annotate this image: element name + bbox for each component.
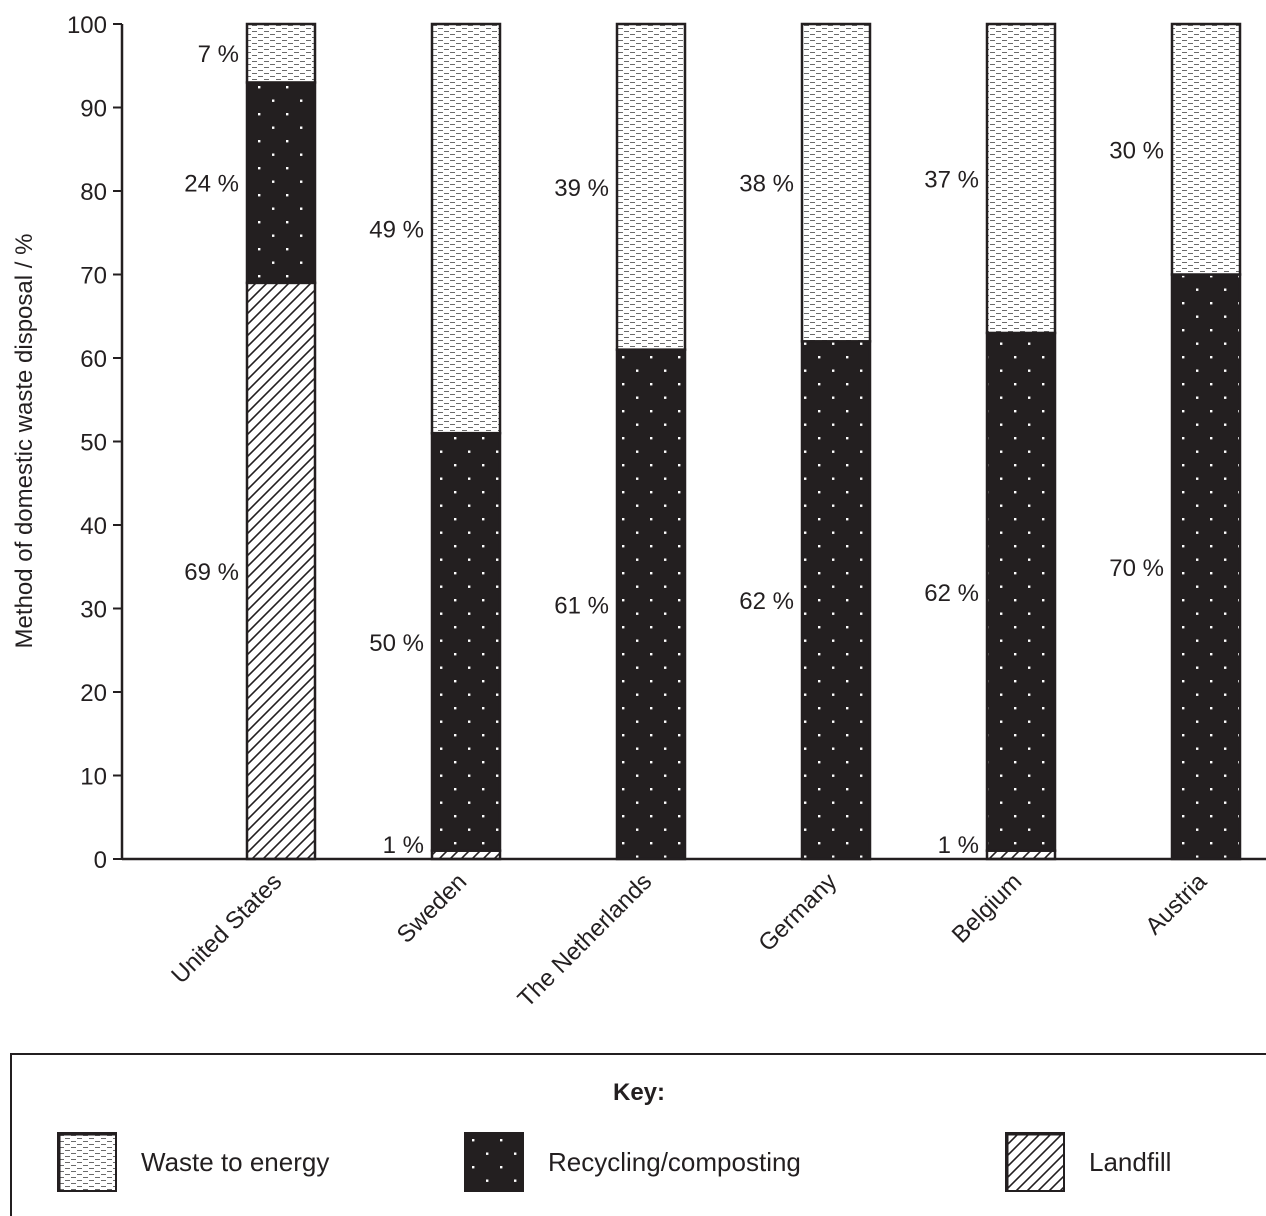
data-label: 62 %: [924, 580, 979, 607]
y-tick-label: 90: [80, 96, 107, 123]
bar-segment-landfill: [245, 281, 317, 861]
x-tick-label: United States: [166, 868, 287, 989]
y-tick-label: 0: [94, 847, 107, 874]
x-tick-label: The Netherlands: [513, 868, 658, 1013]
y-tick-label: 50: [80, 430, 107, 457]
legend: Key: Waste to energy Recycling/compostin…: [10, 1053, 1266, 1216]
data-label: 24 %: [184, 171, 239, 198]
x-tick-label: Germany: [753, 868, 842, 957]
data-label: 1 %: [383, 832, 424, 859]
data-label: 7 %: [198, 41, 239, 68]
data-label: 69 %: [184, 559, 239, 586]
bar-segment-landfill: [430, 849, 502, 861]
y-tick-label: 30: [80, 597, 107, 624]
bar-segment-landfill: [985, 849, 1057, 861]
bar-segment-recycling-composting: [1170, 273, 1242, 861]
recycling-composting-swatch: [464, 1132, 524, 1192]
y-axis-label: Method of domestic waste disposal / %: [11, 234, 38, 649]
bars: 69 % 24 % 7 % 1 % 50 % 49 % 61 % 39 % 62 % 38 % 1 …: [184, 22, 1242, 861]
y-tick-label: 40: [80, 513, 107, 540]
data-label: 1 %: [938, 832, 979, 859]
stacked-bar-chart: Method of domestic waste disposal / % 0 1…: [11, 12, 1266, 1013]
landfill-swatch: [1005, 1132, 1065, 1192]
x-tick-label: Belgium: [947, 868, 1027, 948]
bar-segment-waste-to-energy: [1170, 22, 1242, 276]
data-label: 37 %: [924, 166, 979, 193]
y-tick-label: 80: [80, 179, 107, 206]
waste-to-energy-swatch: [57, 1132, 117, 1192]
bar-segment-waste-to-energy: [985, 22, 1057, 335]
bar-segment-recycling-composting: [800, 340, 872, 861]
bar-segment-waste-to-energy: [245, 22, 317, 84]
data-label: 61 %: [554, 592, 609, 619]
data-label: 30 %: [1109, 137, 1164, 164]
legend-label: Landfill: [1089, 1146, 1172, 1177]
bar-segment-waste-to-energy: [430, 22, 502, 435]
y-tick-label: 60: [80, 346, 107, 373]
bar-segment-recycling-composting: [430, 431, 502, 852]
legend-item-recycling-composting: Recycling/composting: [464, 1131, 801, 1193]
data-label: 50 %: [369, 630, 424, 657]
x-axis: United States Sweden The Netherlands German…: [122, 857, 1266, 1013]
data-label: 70 %: [1109, 555, 1164, 582]
bar-segment-waste-to-energy: [615, 22, 687, 351]
bar-segment-recycling-composting: [615, 348, 687, 861]
y-tick-label: 100: [67, 12, 107, 39]
data-label: 49 %: [369, 217, 424, 244]
data-label: 39 %: [554, 175, 609, 202]
y-tick-label: 10: [80, 764, 107, 791]
x-tick-label: Austria: [1140, 868, 1212, 940]
bar-segment-recycling-composting: [985, 331, 1057, 852]
y-tick-label: 20: [80, 680, 107, 707]
legend-item-landfill: Landfill: [1005, 1131, 1171, 1193]
y-axis: 0 10 20 30 40 50 60 70 80 90 100: [67, 12, 124, 874]
legend-title: Key:: [612, 1079, 666, 1106]
legend-label: Recycling/composting: [548, 1146, 801, 1177]
y-tick-label: 70: [80, 263, 107, 290]
bar-segment-recycling-composting: [245, 81, 317, 285]
x-tick-label: Sweden: [392, 868, 472, 948]
legend-item-waste-to-energy: Waste to energy: [57, 1131, 329, 1193]
legend-label: Waste to energy: [141, 1146, 330, 1177]
data-label: 38 %: [739, 171, 794, 198]
data-label: 62 %: [739, 588, 794, 615]
bar-segment-waste-to-energy: [800, 22, 872, 343]
